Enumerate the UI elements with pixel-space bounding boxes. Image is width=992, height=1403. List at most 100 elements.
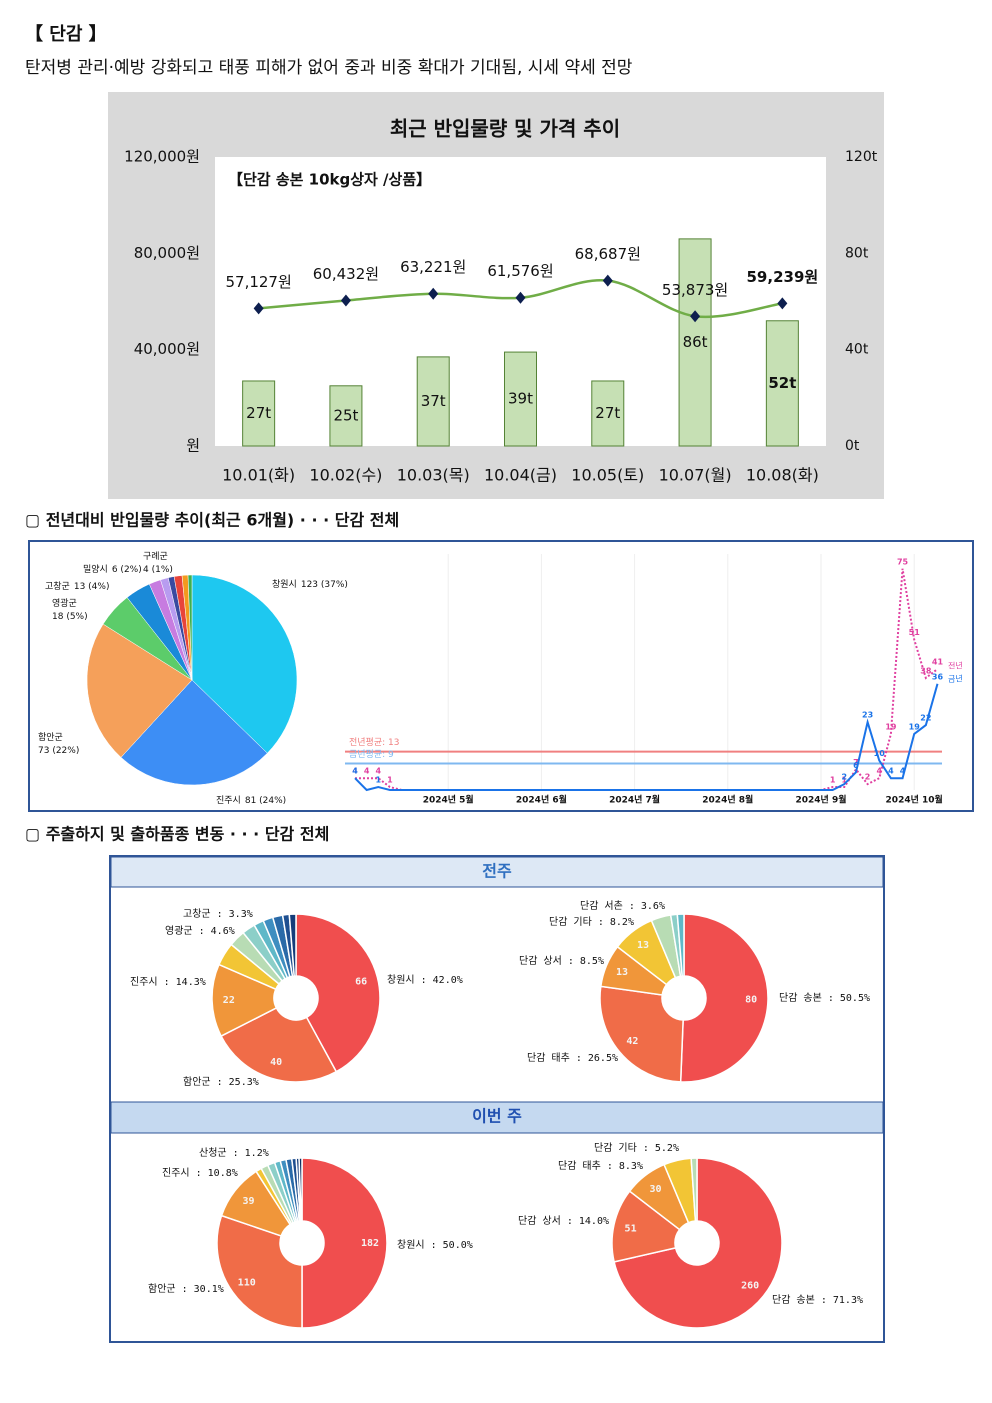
slice-label: 단감 기타 : 8.2% xyxy=(549,916,634,928)
y-tick-label: 120,000원 xyxy=(124,148,200,166)
pie-label-value: 73 (22%) xyxy=(38,746,79,756)
panel-band xyxy=(110,856,884,888)
donut-slice xyxy=(295,913,381,1073)
line-label: 53,873원 xyxy=(662,281,728,299)
slice-label: 창원시 : 50.0% xyxy=(397,1239,473,1251)
slice-label: 산청군 : 1.2% xyxy=(199,1147,269,1159)
x-tick-label: 2024년 6월 xyxy=(516,794,567,806)
pie-label-value: 123 (37%) xyxy=(301,580,348,590)
slice-label: 단감 태추 : 8.3% xyxy=(558,1160,643,1172)
point-label: 6 xyxy=(853,761,859,770)
line-marker xyxy=(428,287,439,300)
slice-value: 13 xyxy=(616,967,628,978)
point-label: 36 xyxy=(932,672,944,681)
page-title: 【 단감 】 xyxy=(25,24,107,45)
donut-slice xyxy=(690,1157,698,1222)
slice-label: 함안군 : 30.1% xyxy=(148,1283,224,1295)
donut-slice xyxy=(211,963,278,1038)
slice-value: 66 xyxy=(355,976,367,987)
pie-label-value: 18 (5%) xyxy=(52,612,88,622)
section-heading: ▢ 주출하지 및 출하품종 변동 · · · 단감 전체 xyxy=(25,825,329,844)
x-tick-label: 10.02(수) xyxy=(309,466,382,485)
panel-title: 이번 주 xyxy=(472,1107,522,1126)
x-tick-label: 10.01(화) xyxy=(222,466,295,485)
pie-label: 진주시 81 (24%) xyxy=(216,795,286,806)
slice-label: 고창군 : 3.3% xyxy=(183,908,253,920)
bar-label: 86t xyxy=(683,333,708,351)
donut-slice xyxy=(679,913,769,1083)
slice-label: 영광군 : 4.6% xyxy=(165,925,235,937)
slice-label: 단감 송본 : 50.5% xyxy=(779,992,870,1004)
pie-label: 구례군 4 (1%) xyxy=(143,551,173,575)
slice-value: 260 xyxy=(741,1280,759,1291)
point-label: 1 xyxy=(830,776,836,785)
pie-slice xyxy=(86,623,193,758)
point-label: 75 xyxy=(897,557,909,566)
point-label: 4 xyxy=(876,767,882,776)
donut-slice xyxy=(613,1157,783,1329)
slice-label: 진주시 : 10.8% xyxy=(162,1167,238,1179)
slice-value: 182 xyxy=(361,1238,379,1249)
pie-label-name: 고창군 xyxy=(45,581,70,592)
slice-label: 단감 상서 : 8.5% xyxy=(519,955,604,967)
bar-label: 25t xyxy=(333,406,358,424)
slice-label: 함안군 : 25.3% xyxy=(183,1076,259,1088)
x-tick-label: 10.08(화) xyxy=(746,466,819,485)
section-heading: ▢ 전년대비 반입물량 추이(최근 6개월) · · · 단감 전체 xyxy=(25,511,399,530)
slice-value: 80 xyxy=(745,994,757,1005)
pie-label-name: 밀양시 xyxy=(83,563,108,575)
line-label: 57,127원 xyxy=(225,273,291,291)
bar xyxy=(678,238,712,447)
point-label: 4 xyxy=(352,767,358,776)
donut-slice xyxy=(676,913,685,977)
y2-tick-label: 40t xyxy=(845,342,869,358)
pie-label-value: 13 (4%) xyxy=(74,582,110,592)
x-tick-label: 2024년 5월 xyxy=(423,794,474,806)
bar xyxy=(416,356,450,447)
point-label: 4 xyxy=(888,767,894,776)
pie-label-name: 함안군 xyxy=(38,732,63,743)
slice-value: 30 xyxy=(650,1184,662,1195)
slice-label: 단감 상서 : 14.0% xyxy=(518,1215,609,1227)
y2-tick-label: 80t xyxy=(845,245,869,261)
chart-subtitle: 【단감 송본 10kg상자 /상품】 xyxy=(228,171,431,189)
bar xyxy=(765,320,799,447)
point-label: 2 xyxy=(865,773,871,782)
slice-value: 13 xyxy=(637,940,649,951)
point-label: 1 xyxy=(376,776,382,785)
x-tick-label: 2024년 9월 xyxy=(795,794,846,806)
pie-label: 영광군 18 (5%) xyxy=(52,597,88,622)
x-tick-label: 2024년 8월 xyxy=(702,794,753,806)
point-label: 51 xyxy=(909,628,921,637)
line-marker xyxy=(340,294,351,307)
y2-tick-label: 120t xyxy=(845,149,878,165)
bar-label: 52t xyxy=(768,374,796,392)
point-label: 19 xyxy=(885,722,897,731)
donut-slice xyxy=(611,1190,681,1263)
pie-label-name: 창원시 xyxy=(272,579,297,590)
point-label: 23 xyxy=(862,711,873,720)
slice-value: 22 xyxy=(223,995,235,1006)
pie-label-value: 81 (24%) xyxy=(245,796,286,806)
line-label: 59,239원 xyxy=(747,268,819,286)
pie-label-name: 진주시 xyxy=(216,795,241,806)
line-label: 63,221원 xyxy=(400,258,466,276)
bar-label: 37t xyxy=(421,392,446,410)
line-label: 61,576원 xyxy=(487,262,553,280)
line-label: 68,687원 xyxy=(575,245,641,263)
pie-label: 함안군 73 (22%) xyxy=(38,732,79,756)
line-marker xyxy=(777,297,788,310)
pie-label: 밀양시 6 (2%) xyxy=(83,563,142,575)
series-line xyxy=(354,683,939,792)
page-subtitle: 탄저병 관리·예방 강화되고 태풍 피해가 없어 중과 비중 확대가 기대됨, … xyxy=(25,58,633,78)
point-label: 7 xyxy=(853,758,859,767)
point-label: 41 xyxy=(932,658,944,667)
donut-slice xyxy=(301,1157,388,1329)
line-marker xyxy=(253,302,264,315)
donut-slice xyxy=(216,1214,303,1329)
bar xyxy=(504,351,537,447)
pie-label-name: 구례군 xyxy=(143,551,168,562)
bar xyxy=(242,380,276,447)
y-tick-label: 40,000원 xyxy=(134,340,200,358)
